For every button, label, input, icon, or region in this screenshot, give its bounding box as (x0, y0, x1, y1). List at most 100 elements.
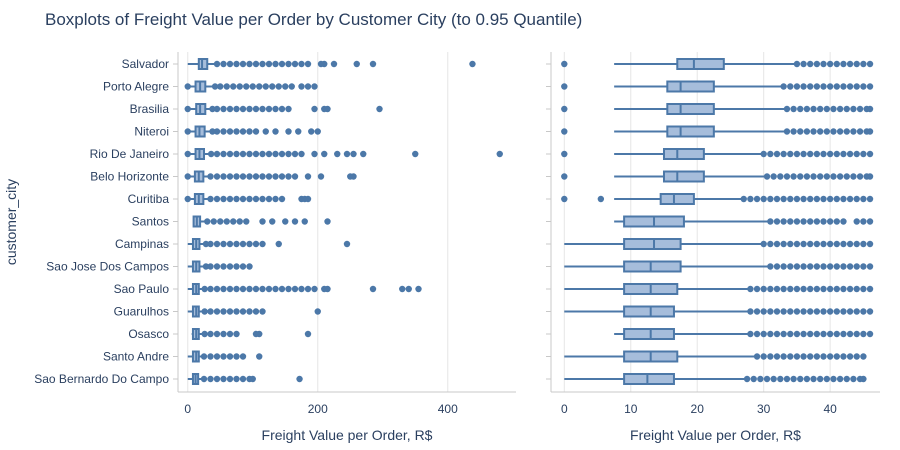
outlier-point (787, 83, 794, 90)
outlier-point (213, 150, 221, 158)
outlier-point (780, 240, 787, 248)
outlier-point (787, 195, 794, 203)
outlier-point (833, 218, 840, 225)
outlier-point (820, 218, 827, 225)
x-axis-title: Freight Value per Order, R$ (630, 427, 801, 443)
outlier-point (807, 285, 814, 293)
outlier-point (360, 150, 367, 158)
y-tick-label: Santos (132, 215, 169, 229)
x-tick-label: 20 (691, 402, 705, 416)
outlier-point (469, 60, 476, 68)
outlier-point (813, 60, 821, 68)
outlier-point (249, 83, 256, 90)
outlier-point (866, 195, 874, 203)
outlier-point (246, 308, 253, 315)
outlier-point (846, 308, 854, 315)
outlier-point (311, 105, 318, 113)
outlier-point (272, 60, 279, 68)
outlier-point (807, 308, 814, 315)
box (623, 238, 682, 250)
outlier-point (800, 285, 807, 293)
outlier-point (252, 285, 260, 293)
outlier-point (207, 263, 214, 270)
outlier-point (760, 285, 767, 293)
outlier-point (324, 105, 331, 113)
outlier-point (793, 330, 801, 338)
outlier-point (213, 353, 221, 360)
outlier-point (780, 83, 787, 90)
outlier-point (763, 375, 771, 383)
outlier-point (747, 330, 754, 338)
outlier-point (213, 375, 221, 383)
outlier-point (767, 218, 774, 225)
outlier-point (866, 128, 874, 135)
outlier-point (773, 150, 781, 158)
outlier-point (252, 128, 260, 135)
outlier-point (272, 173, 279, 180)
outlier-point (220, 173, 227, 180)
outlier-point (787, 330, 794, 338)
outlier-point (800, 195, 807, 203)
outlier-point (826, 285, 834, 293)
y-tick-label: Rio De Janeiro (90, 147, 170, 161)
outlier-point (272, 128, 279, 135)
box (676, 58, 725, 70)
outlier-point (202, 240, 210, 248)
outlier-point (846, 330, 854, 338)
outlier-point (813, 150, 821, 158)
outlier-point (207, 308, 214, 315)
outlier-point (213, 173, 221, 180)
outlier-point (866, 240, 874, 248)
outlier-point (833, 330, 840, 338)
outlier-point (265, 150, 273, 158)
outlier-point (314, 128, 321, 135)
outlier-point (233, 308, 240, 315)
outlier-point (763, 173, 771, 180)
outlier-point (233, 263, 240, 270)
outlier-point (760, 150, 767, 158)
outlier-point (860, 263, 867, 270)
outlier-point (282, 218, 289, 225)
outlier-point (787, 150, 794, 158)
outlier-point (846, 83, 854, 90)
outlier-point (308, 128, 315, 135)
outlier-point (810, 105, 817, 113)
outlier-point (860, 150, 867, 158)
outlier-point (843, 128, 850, 135)
outlier-point (780, 353, 787, 360)
outlier-point (317, 173, 325, 180)
outlier-point (259, 150, 266, 158)
outlier-point (826, 195, 834, 203)
outlier-point (793, 218, 801, 225)
outlier-point (813, 218, 821, 225)
outlier-point (813, 263, 821, 270)
outlier-point (820, 60, 827, 68)
outlier-point (773, 330, 781, 338)
outlier-point (201, 308, 208, 315)
outlier-point (343, 150, 351, 158)
outlier-point (239, 263, 247, 270)
outlier-point (820, 195, 827, 203)
box (662, 148, 705, 160)
outlier-point (816, 173, 824, 180)
outlier-point (840, 83, 847, 90)
outlier-point (780, 263, 787, 270)
outlier-point (256, 353, 263, 360)
outlier-point (856, 173, 864, 180)
outlier-point (259, 240, 266, 248)
outlier-point (820, 330, 827, 338)
outlier-point (220, 150, 227, 158)
outlier-point (800, 330, 807, 338)
outlier-point (793, 263, 801, 270)
outlier-point (777, 375, 784, 383)
outlier-point (278, 285, 286, 293)
outlier-point (807, 240, 814, 248)
outlier-point (220, 128, 227, 135)
outlier-point (830, 128, 837, 135)
outlier-point (184, 150, 191, 158)
outlier-point (770, 173, 777, 180)
outlier-point (866, 330, 874, 338)
outlier-point (773, 285, 781, 293)
outlier-point (220, 285, 227, 293)
outlier-point (278, 150, 286, 158)
